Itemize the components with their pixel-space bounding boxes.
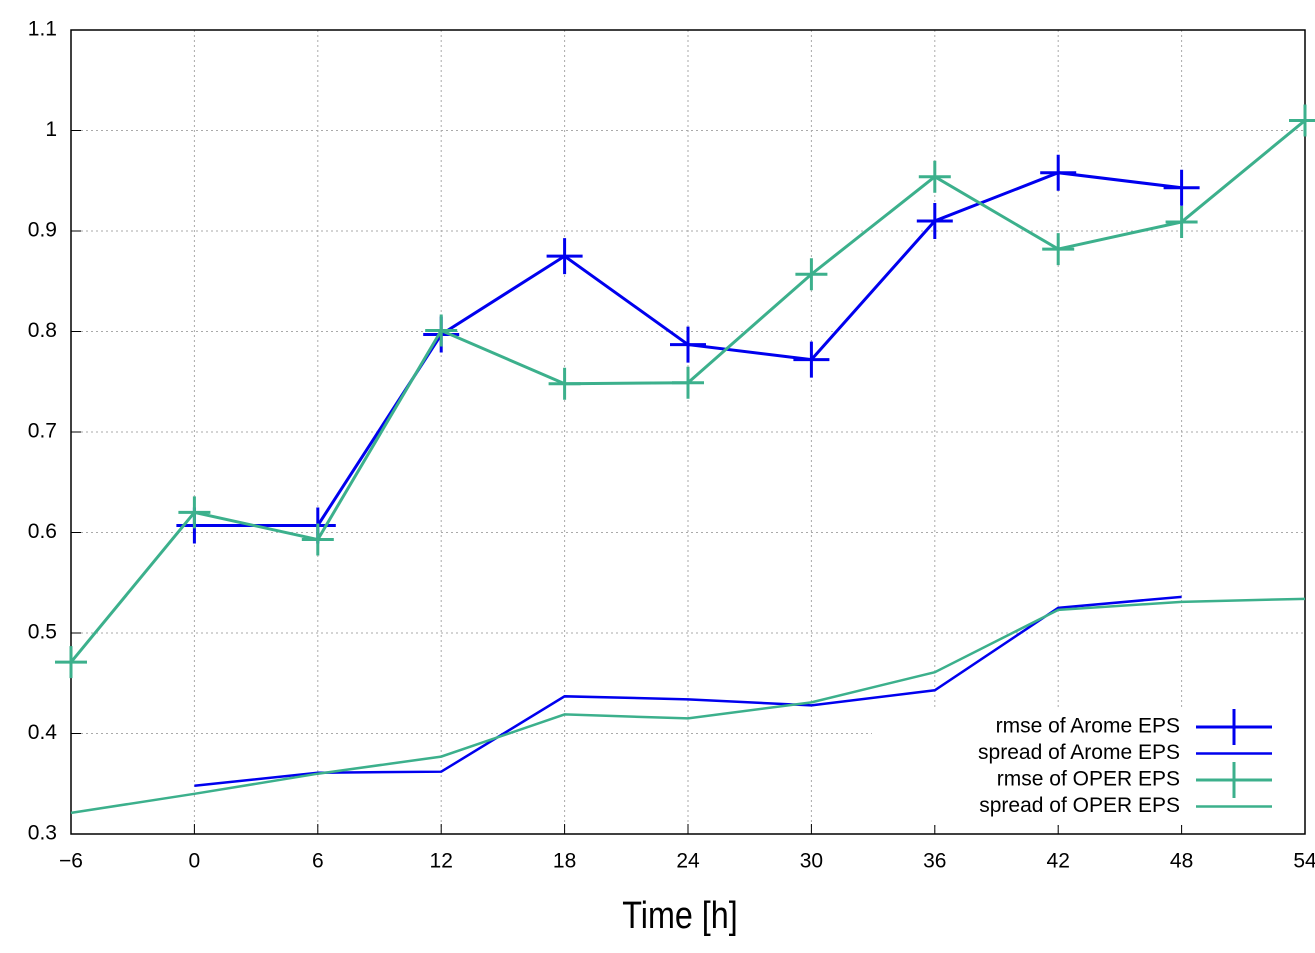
x-tick-label: 30: [800, 850, 823, 873]
y-tick-label: 1: [45, 118, 57, 141]
marker: [1163, 169, 1200, 206]
plot-frame: [70, 29, 1306, 835]
marker-cross: [546, 238, 583, 275]
marker: [178, 496, 211, 529]
y-tick-label: 0.4: [28, 721, 58, 744]
y-tick-label: 1.1: [28, 18, 57, 41]
marker: [795, 258, 828, 291]
marker-cross: [301, 523, 334, 556]
x-tick-label: 36: [923, 850, 946, 873]
marker: [1165, 205, 1198, 238]
x-tick-label: 6: [312, 850, 324, 873]
x-axis-label: Time [h]: [622, 895, 737, 937]
x-tick-label: −6: [59, 850, 83, 873]
marker-cross: [670, 326, 706, 363]
x-tick-label: 48: [1170, 850, 1193, 873]
x-tick-label: 12: [430, 850, 453, 873]
marker: [916, 202, 953, 239]
marker-cross: [918, 160, 951, 193]
marker-cross: [793, 341, 830, 378]
y-tick-label: 0.9: [28, 219, 57, 242]
marker: [1289, 104, 1315, 137]
x-tick-label: 0: [189, 850, 201, 873]
marker-cross: [916, 202, 953, 239]
marker: [1042, 233, 1075, 266]
marker: [425, 314, 458, 347]
marker-cross: [1165, 205, 1198, 238]
marker: [1040, 154, 1077, 191]
marker: [301, 523, 334, 556]
marker: [793, 341, 830, 378]
legend-label: spread of Arome EPS: [978, 741, 1180, 764]
marker: [546, 238, 583, 275]
marker-cross: [1040, 154, 1077, 191]
series-line: [70, 597, 1306, 815]
x-tick-label: 24: [676, 850, 700, 873]
y-tick-label: 0.7: [28, 420, 57, 443]
marker-cross: [55, 646, 87, 679]
marker: [548, 367, 581, 400]
legend-label: rmse of Arome EPS: [996, 715, 1180, 738]
marker-cross: [795, 258, 828, 291]
marker-cross: [548, 367, 581, 400]
marker: [55, 646, 87, 679]
marker: [918, 160, 951, 193]
series-line: [194, 595, 1182, 788]
legend-label: rmse of OPER EPS: [997, 768, 1180, 791]
marker: [672, 366, 704, 399]
marker-cross: [425, 314, 458, 347]
marker-cross: [1042, 233, 1075, 266]
y-tick-label: 0.3: [28, 822, 57, 845]
y-tick-label: 0.8: [28, 319, 57, 342]
legend-label: spread of OPER EPS: [979, 794, 1180, 817]
y-tick-label: 0.6: [28, 520, 57, 543]
marker: [670, 326, 706, 363]
y-tick-label: 0.5: [28, 621, 57, 644]
marker-cross: [1289, 104, 1315, 137]
marker-cross: [672, 366, 704, 399]
x-tick-label: 18: [553, 850, 576, 873]
marker-cross: [178, 496, 211, 529]
x-tick-label: 54: [1293, 850, 1315, 873]
marker-cross: [1163, 169, 1200, 206]
x-tick-label: 42: [1047, 850, 1070, 873]
